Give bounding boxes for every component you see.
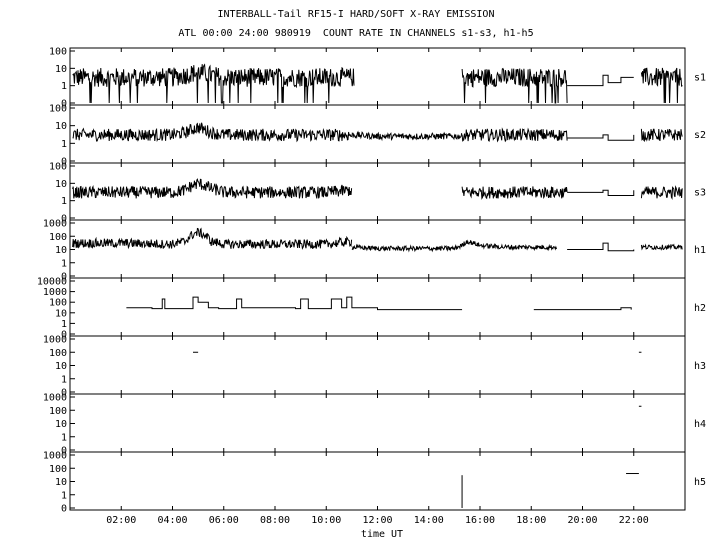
panel-label-h3: h3 — [694, 361, 706, 372]
y-tick-label: 100 — [49, 464, 67, 475]
y-tick-label: 10 — [55, 121, 67, 132]
panel-frame — [69, 393, 686, 453]
y-tick-label: 10 — [55, 361, 67, 372]
x-tick-label: 08:00 — [260, 515, 290, 526]
panel-frame — [69, 451, 686, 511]
y-tick-label: 0 — [61, 272, 67, 283]
y-tick-label: 10000 — [37, 277, 67, 288]
x-tick-label: 22:00 — [619, 515, 649, 526]
x-tick-label: 02:00 — [106, 515, 136, 526]
y-tick-label: 10 — [55, 419, 67, 430]
series-s1-segment-2 — [567, 74, 634, 87]
y-tick-label: 1 — [61, 196, 67, 207]
y-tick-label: 10 — [55, 64, 67, 75]
x-tick-label: 06:00 — [209, 515, 239, 526]
y-tick-label: 1 — [61, 81, 67, 92]
y-tick-label: 1 — [61, 319, 67, 330]
x-tick-label: 04:00 — [157, 515, 187, 526]
y-tick-label: 100 — [49, 298, 67, 309]
panel-label-s3: s3 — [694, 188, 706, 199]
y-tick-label: 0 — [61, 446, 67, 457]
panel-label-h5: h5 — [694, 477, 706, 488]
panel-frame — [69, 162, 686, 221]
series-s2-segment-0 — [72, 122, 353, 143]
y-tick-label: 10 — [55, 308, 67, 319]
series-s3-segment-3 — [640, 185, 683, 200]
series-s3-segment-1 — [461, 186, 568, 200]
y-tick-label: 0 — [61, 157, 67, 168]
series-s2-segment-2 — [461, 127, 568, 143]
series-s2-segment-1 — [351, 130, 463, 142]
y-tick-label: 1000 — [43, 451, 67, 462]
chart-subtitle: ATL 00:00 24:00 980919 COUNT RATE IN CHA… — [178, 28, 534, 39]
y-tick-label: 0 — [61, 214, 67, 225]
y-tick-label: 100 — [49, 232, 67, 243]
panel-label-s2: s2 — [694, 130, 706, 141]
x-tick-label: 10:00 — [311, 515, 341, 526]
y-tick-label: 1 — [61, 374, 67, 385]
y-tick-label: 100 — [49, 47, 67, 58]
x-tick-label: 18:00 — [516, 515, 546, 526]
x-tick-label: 16:00 — [465, 515, 495, 526]
y-tick-label: 0 — [61, 99, 67, 110]
series-h1-segment-1 — [351, 239, 557, 253]
series-s1-segment-0 — [72, 63, 355, 104]
y-tick-label: 1 — [61, 139, 67, 150]
series-s1-segment-3 — [640, 67, 683, 104]
y-tick-label: 0 — [61, 330, 67, 341]
y-tick-label: 10 — [55, 245, 67, 256]
y-tick-label: 1000 — [43, 219, 67, 230]
x-tick-label: 12:00 — [362, 515, 392, 526]
panel-label-h1: h1 — [694, 245, 706, 256]
panel-label-h2: h2 — [694, 303, 706, 314]
y-tick-label: 100 — [49, 348, 67, 359]
y-tick-label: 100 — [49, 162, 67, 173]
y-tick-label: 10 — [55, 179, 67, 190]
series-h1-segment-2 — [567, 242, 635, 252]
y-tick-label: 100 — [49, 406, 67, 417]
panel-label-h4: h4 — [694, 419, 706, 430]
series-h2-segment-1 — [533, 307, 632, 311]
y-tick-label: 1 — [61, 432, 67, 443]
series-s3-segment-0 — [72, 178, 353, 199]
y-tick-label: 0 — [61, 504, 67, 515]
y-tick-label: 1000 — [43, 393, 67, 404]
panel-frame — [69, 335, 686, 395]
x-axis-label: time UT — [361, 529, 403, 540]
series-h2-segment-0 — [126, 296, 463, 311]
y-tick-label: 100 — [49, 104, 67, 115]
series-s2-segment-3 — [567, 134, 635, 141]
y-tick-label: 1 — [61, 490, 67, 501]
panel-label-s1: s1 — [694, 73, 706, 84]
y-tick-label: 1000 — [43, 335, 67, 346]
series-s2-segment-4 — [640, 128, 683, 143]
chart-title: INTERBALL-Tail RF15-I HARD/SOFT X-RAY EM… — [217, 9, 495, 20]
x-tick-label: 14:00 — [414, 515, 444, 526]
y-tick-label: 0 — [61, 388, 67, 399]
y-tick-label: 10 — [55, 477, 67, 488]
x-tick-label: 20:00 — [567, 515, 597, 526]
series-s1-segment-1 — [461, 67, 568, 104]
series-h1-segment-0 — [72, 227, 353, 250]
series-h1-segment-3 — [640, 243, 683, 251]
y-tick-label: 1000 — [43, 287, 67, 298]
y-tick-label: 1 — [61, 258, 67, 269]
series-s3-segment-2 — [567, 189, 635, 196]
